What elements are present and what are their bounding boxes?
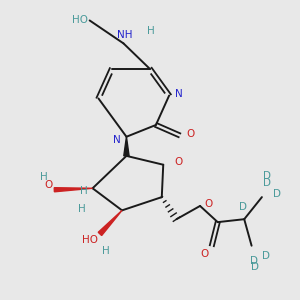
Text: D: D [250,262,259,272]
Text: D: D [263,171,271,181]
Text: NH: NH [117,31,132,40]
Text: D: D [250,256,258,266]
Text: H: H [78,204,86,214]
Text: H: H [147,26,155,36]
Text: D: D [239,202,247,212]
Text: HO: HO [72,15,88,26]
Polygon shape [54,188,93,192]
Text: H: H [102,246,110,256]
Text: H: H [40,172,48,182]
Text: O: O [174,157,182,167]
Text: D: D [262,251,270,261]
Text: O: O [45,180,53,190]
Text: HO: HO [82,236,98,245]
Text: D: D [273,189,281,199]
Polygon shape [124,137,129,156]
Text: N: N [113,135,121,145]
Text: D: D [263,178,272,188]
Text: O: O [186,129,194,139]
Text: O: O [200,249,208,259]
Text: N: N [175,89,183,99]
Polygon shape [98,210,122,236]
Text: O: O [205,200,213,209]
Text: H: H [80,186,88,196]
